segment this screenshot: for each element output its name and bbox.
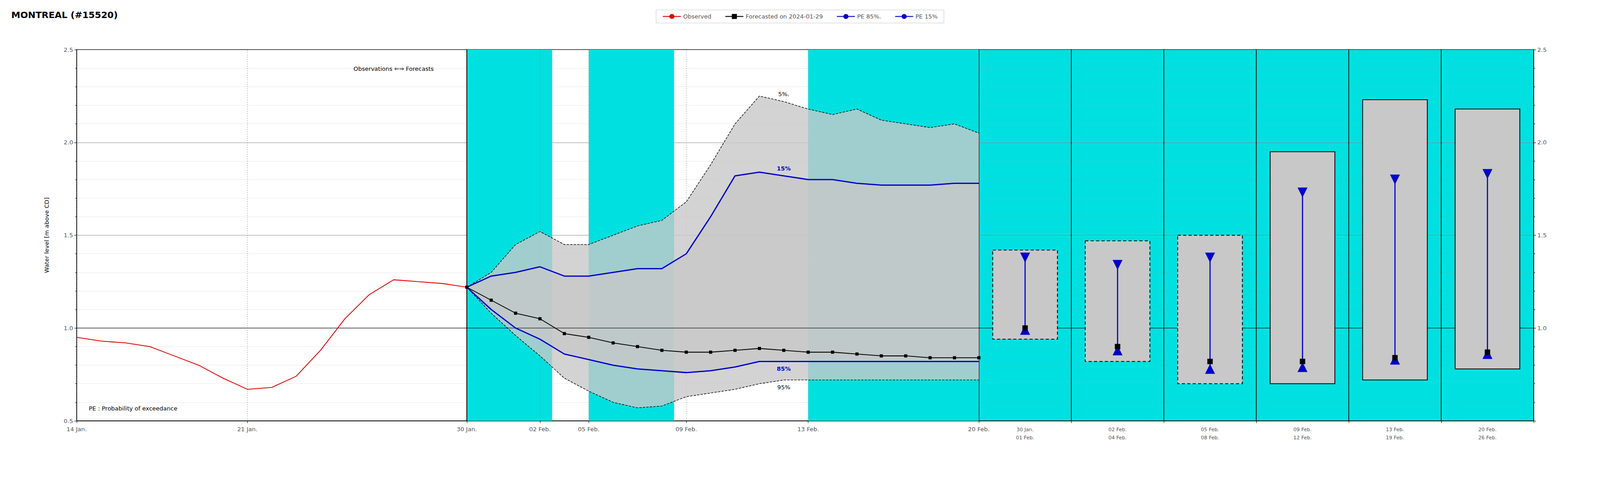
svg-text:20 Feb.: 20 Feb. — [968, 425, 990, 433]
svg-text:Water level [m above CD]: Water level [m above CD] — [43, 197, 51, 274]
svg-text:MONTREAL (#15520): MONTREAL (#15520) — [11, 9, 118, 21]
svg-text:13 Feb.: 13 Feb. — [1385, 426, 1404, 433]
svg-text:30 Jan.: 30 Jan. — [1016, 426, 1034, 433]
svg-text:21 Jan.: 21 Jan. — [237, 425, 258, 433]
svg-text:09 Feb.: 09 Feb. — [675, 425, 697, 433]
svg-text:12 Feb.: 12 Feb. — [1293, 434, 1312, 441]
svg-text:Forecasted on 2024-01-29: Forecasted on 2024-01-29 — [745, 13, 823, 20]
svg-text:30 Jan.: 30 Jan. — [456, 425, 477, 433]
svg-text:14 Jan.: 14 Jan. — [66, 425, 88, 433]
svg-text:2.0: 2.0 — [63, 138, 74, 146]
svg-text:1.5: 1.5 — [63, 231, 74, 239]
svg-text:Observations ⇐⇒ Forecasts: Observations ⇐⇒ Forecasts — [353, 65, 434, 73]
svg-text:13 Feb.: 13 Feb. — [797, 425, 820, 433]
svg-text:20 Feb.: 20 Feb. — [1478, 426, 1497, 433]
svg-text:0.5: 0.5 — [63, 417, 74, 425]
svg-text:PE 15%: PE 15% — [915, 13, 938, 20]
svg-text:01 Feb.: 01 Feb. — [1015, 434, 1034, 441]
svg-text:05 Feb.: 05 Feb. — [1200, 426, 1219, 433]
svg-text:08 Feb.: 08 Feb. — [1200, 434, 1219, 441]
svg-text:2.5: 2.5 — [1537, 46, 1547, 54]
svg-text:02 Feb.: 02 Feb. — [1108, 426, 1127, 433]
svg-text:15%: 15% — [776, 165, 791, 172]
svg-text:09 Feb.: 09 Feb. — [1293, 426, 1312, 433]
svg-text:19 Feb.: 19 Feb. — [1385, 434, 1404, 441]
svg-text:Observed: Observed — [682, 13, 712, 20]
svg-text:02 Feb.: 02 Feb. — [529, 425, 551, 433]
svg-text:1.5: 1.5 — [1537, 231, 1547, 239]
svg-text:1.0: 1.0 — [1537, 324, 1547, 332]
svg-text:05 Feb.: 05 Feb. — [577, 425, 600, 433]
svg-text:PE : Probability of exceedance: PE : Probability of exceedance — [88, 405, 178, 412]
svg-text:95%: 95% — [777, 383, 791, 391]
svg-text:2.0: 2.0 — [1537, 138, 1547, 146]
svg-text:26 Feb.: 26 Feb. — [1478, 434, 1497, 441]
svg-text:PE 85%.: PE 85%. — [857, 13, 881, 20]
svg-text:04 Feb.: 04 Feb. — [1108, 434, 1127, 441]
svg-text:1.0: 1.0 — [63, 324, 74, 332]
svg-text:2.5: 2.5 — [63, 46, 74, 54]
svg-text:5%.: 5%. — [778, 90, 790, 98]
svg-text:85%: 85% — [776, 365, 791, 373]
